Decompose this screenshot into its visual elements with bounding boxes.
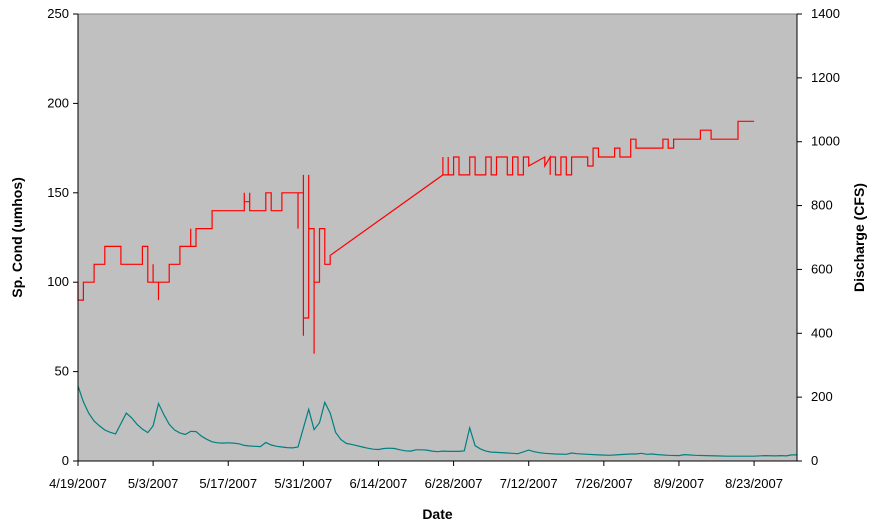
y-left-tick-label: 0 (62, 453, 69, 468)
y-right-tick-label: 600 (811, 261, 833, 276)
x-tick-label: 6/28/2007 (425, 476, 483, 491)
x-tick-label: 5/17/2007 (199, 476, 257, 491)
y-right-tick-label: 1200 (811, 70, 840, 85)
x-tick-label: 5/3/2007 (128, 476, 179, 491)
x-tick-label: 8/9/2007 (654, 476, 705, 491)
y-right-tick-label: 200 (811, 389, 833, 404)
y-left-tick-label: 200 (47, 95, 69, 110)
y-left-axis-title: Sp. Cond (umhos) (9, 177, 25, 298)
y-left-tick-label: 50 (55, 364, 69, 379)
series-line-sp-cond (77, 120, 755, 354)
x-tick-label: 7/12/2007 (500, 476, 558, 491)
x-tick-label: 4/19/2007 (49, 476, 107, 491)
y-right-tick-label: 400 (811, 325, 833, 340)
y-right-axis-title: Discharge (CFS) (851, 183, 867, 292)
y-right-tick-label: 1400 (811, 6, 840, 21)
x-tick-label: 8/23/2007 (725, 476, 783, 491)
y-right-tick-label: 0 (811, 453, 818, 468)
x-tick-label: 7/26/2007 (575, 476, 633, 491)
y-right-tick-label: 1000 (811, 134, 840, 149)
x-axis-title: Date (422, 506, 453, 522)
y-left-tick-label: 150 (47, 185, 69, 200)
x-tick-label: 5/31/2007 (274, 476, 332, 491)
y-right-tick-label: 800 (811, 198, 833, 213)
x-tick-label: 6/14/2007 (350, 476, 408, 491)
y-left-tick-label: 250 (47, 6, 69, 21)
y-left-tick-label: 100 (47, 274, 69, 289)
plot-area (77, 13, 798, 462)
series-line-discharge (77, 385, 797, 457)
